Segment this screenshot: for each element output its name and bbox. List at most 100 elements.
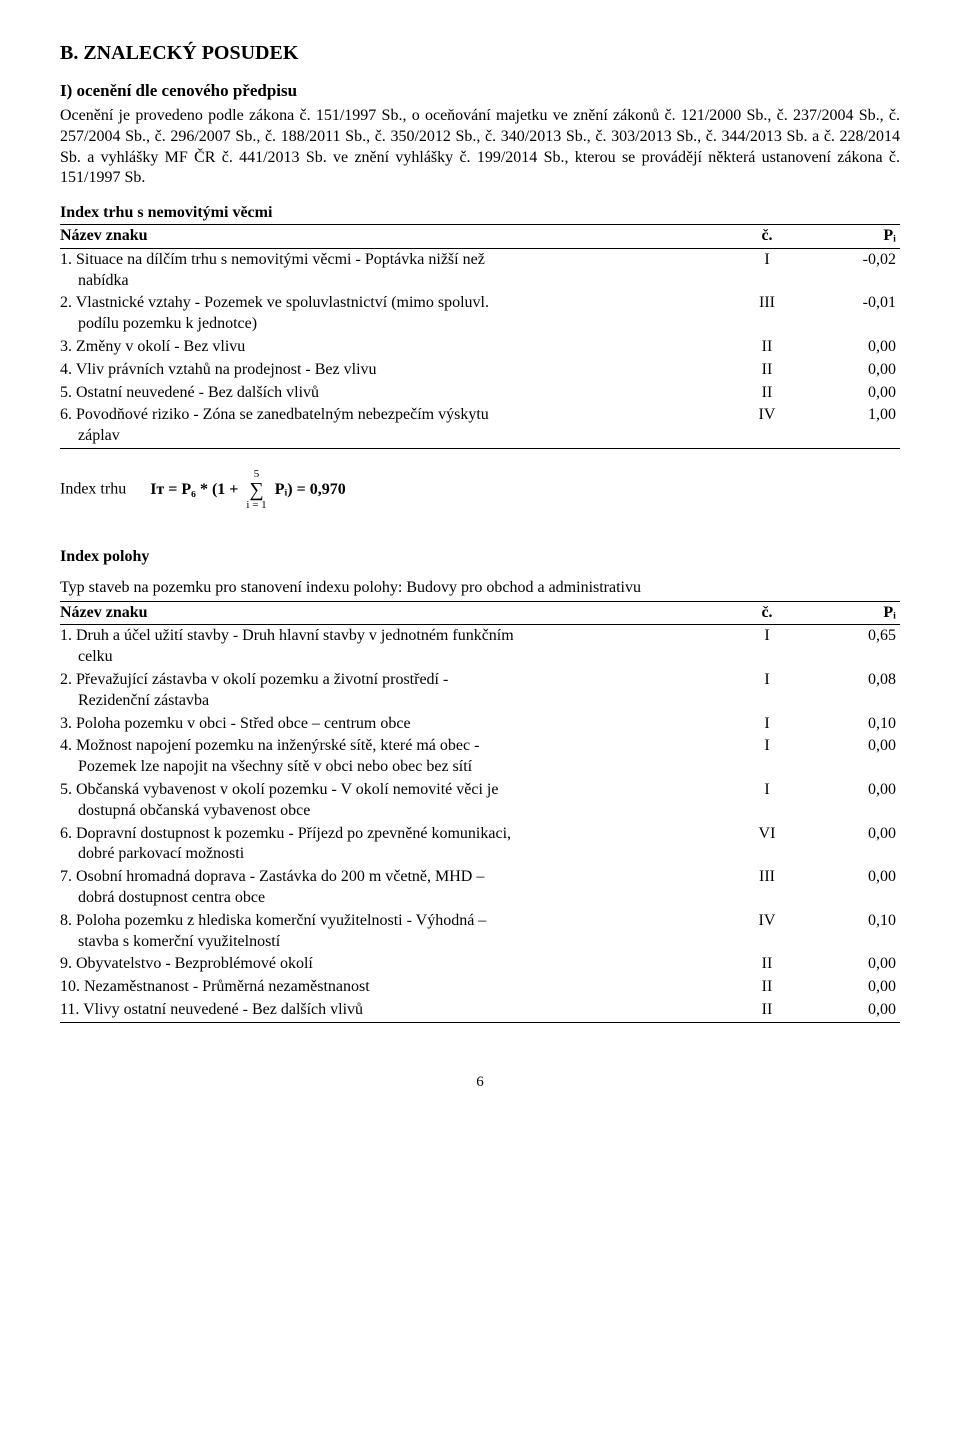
cell-c: IV [732, 404, 806, 448]
table-row: 1. Druh a účel užití stavby - Druh hlavn… [60, 625, 900, 669]
index-trhu-formula: Index trhu Iᴛ = P₆ * (1 + 5 ∑ i = 1 Pᵢ) … [60, 469, 900, 511]
cell-c: I [732, 669, 806, 713]
cell-c: II [732, 359, 806, 382]
sum-bottom: i = 1 [246, 500, 266, 511]
cell-p: -0,01 [806, 292, 900, 336]
cell-name: 5. Ostatní neuvedené - Bez dalších vlivů [60, 382, 732, 405]
section-b-title: B. ZNALECKÝ POSUDEK [60, 40, 900, 66]
index-trhu-title: Index trhu s nemovitými věcmi [60, 203, 900, 224]
table-row: 2. Vlastnické vztahy - Pozemek ve spoluv… [60, 292, 900, 336]
table-row: 5. Občanská vybavenost v okolí pozemku -… [60, 779, 900, 823]
table-row: 1. Situace na dílčím trhu s nemovitými v… [60, 248, 900, 292]
cell-c: II [732, 999, 806, 1022]
table-row: 6. Povodňové riziko - Zóna se zanedbatel… [60, 404, 900, 448]
cell-p: 0,10 [806, 713, 900, 736]
cell-name-cont: nabídka [60, 271, 728, 292]
cell-p: 0,00 [806, 823, 900, 867]
cell-c: I [732, 248, 806, 292]
cell-p: 0,00 [806, 999, 900, 1022]
cell-name: 7. Osobní hromadná doprava - Zastávka do… [60, 866, 732, 910]
cell-c: VI [732, 823, 806, 867]
formula-rhs: Pᵢ) = [275, 480, 306, 501]
cell-p: 0,00 [806, 976, 900, 999]
cell-c: IV [732, 910, 806, 954]
table-row: 3. Změny v okolí - Bez vlivuII0,00 [60, 336, 900, 359]
th-c: č. [732, 225, 806, 249]
table-row: 4. Možnost napojení pozemku na inženýrsk… [60, 735, 900, 779]
table-row: 5. Ostatní neuvedené - Bez dalších vlivů… [60, 382, 900, 405]
table-row: 10. Nezaměstnanost - Průměrná nezaměstna… [60, 976, 900, 999]
cell-c: II [732, 953, 806, 976]
formula-result: 0,970 [310, 480, 346, 501]
cell-p: 0,00 [806, 779, 900, 823]
cell-name-cont: záplav [60, 426, 728, 447]
intro-paragraph: Ocenění je provedeno podle zákona č. 151… [60, 106, 900, 189]
cell-p: 0,00 [806, 953, 900, 976]
cell-name: 6. Dopravní dostupnost k pozemku - Příje… [60, 823, 732, 867]
table-row: 6. Dopravní dostupnost k pozemku - Příje… [60, 823, 900, 867]
cell-name: 8. Poloha pozemku z hlediska komerční vy… [60, 910, 732, 954]
cell-p: 0,00 [806, 735, 900, 779]
cell-c: II [732, 336, 806, 359]
sigma-symbol: ∑ [246, 480, 266, 500]
table-row: 9. Obyvatelstvo - Bezproblémové okolíII0… [60, 953, 900, 976]
cell-p: 0,08 [806, 669, 900, 713]
table-row: 3. Poloha pozemku v obci - Střed obce – … [60, 713, 900, 736]
cell-p: 0,00 [806, 866, 900, 910]
cell-name-cont: dobrá dostupnost centra obce [60, 888, 728, 909]
cell-name: 11. Vlivy ostatní neuvedené - Bez dalšíc… [60, 999, 732, 1022]
cell-p: -0,02 [806, 248, 900, 292]
cell-name: 2. Převažující zástavba v okolí pozemku … [60, 669, 732, 713]
cell-p: 0,65 [806, 625, 900, 669]
cell-p: 1,00 [806, 404, 900, 448]
table-row: 7. Osobní hromadná doprava - Zastávka do… [60, 866, 900, 910]
cell-p: 0,00 [806, 382, 900, 405]
cell-name: 1. Druh a účel užití stavby - Druh hlavn… [60, 625, 732, 669]
cell-name: 3. Změny v okolí - Bez vlivu [60, 336, 732, 359]
cell-name-cont: Pozemek lze napojit na všechny sítě v ob… [60, 757, 728, 778]
th-c-2: č. [732, 601, 806, 625]
page-number: 6 [60, 1073, 900, 1093]
cell-name: 4. Možnost napojení pozemku na inženýrsk… [60, 735, 732, 779]
cell-c: I [732, 779, 806, 823]
cell-p: 0,00 [806, 359, 900, 382]
index-polohy-table: Název znaku č. Pᵢ 1. Druh a účel užití s… [60, 601, 900, 1023]
cell-name: 4. Vliv právních vztahů na prodejnost - … [60, 359, 732, 382]
cell-c: I [732, 625, 806, 669]
table-row: 4. Vliv právních vztahů na prodejnost - … [60, 359, 900, 382]
cell-name-cont: celku [60, 647, 728, 668]
cell-name: 6. Povodňové riziko - Zóna se zanedbatel… [60, 404, 732, 448]
cell-c: II [732, 382, 806, 405]
formula-label: Index trhu [60, 481, 126, 498]
table-row: 2. Převažující zástavba v okolí pozemku … [60, 669, 900, 713]
th-name-2: Název znaku [60, 601, 732, 625]
th-name: Název znaku [60, 225, 732, 249]
formula-lhs: Iᴛ = P₆ * (1 + [150, 480, 238, 501]
cell-name-cont: podílu pozemku k jednotce) [60, 314, 728, 335]
th-p-2: Pᵢ [806, 601, 900, 625]
table-row: 8. Poloha pozemku z hlediska komerční vy… [60, 910, 900, 954]
cell-c: I [732, 735, 806, 779]
cell-c: III [732, 866, 806, 910]
cell-name: 3. Poloha pozemku v obci - Střed obce – … [60, 713, 732, 736]
cell-name-cont: dobré parkovací možnosti [60, 844, 728, 865]
cell-name-cont: dostupná občanská vybavenost obce [60, 801, 728, 822]
cell-name: 5. Občanská vybavenost v okolí pozemku -… [60, 779, 732, 823]
th-p: Pᵢ [806, 225, 900, 249]
cell-p: 0,10 [806, 910, 900, 954]
cell-name-cont: Rezidenční zástavba [60, 691, 728, 712]
cell-name-cont: stavba s komerční využitelností [60, 932, 728, 953]
cell-c: III [732, 292, 806, 336]
cell-name: 2. Vlastnické vztahy - Pozemek ve spoluv… [60, 292, 732, 336]
cell-name: 10. Nezaměstnanost - Průměrná nezaměstna… [60, 976, 732, 999]
cell-c: II [732, 976, 806, 999]
table-row: 11. Vlivy ostatní neuvedené - Bez dalšíc… [60, 999, 900, 1022]
index-trhu-table: Název znaku č. Pᵢ 1. Situace na dílčím t… [60, 224, 900, 449]
index-polohy-title: Index polohy [60, 547, 900, 568]
section-i-title: I) ocenění dle cenového předpisu [60, 80, 900, 102]
cell-name: 1. Situace na dílčím trhu s nemovitými v… [60, 248, 732, 292]
polohy-intro: Typ staveb na pozemku pro stanovení inde… [60, 578, 900, 599]
formula-sum: 5 ∑ i = 1 [246, 469, 266, 511]
cell-c: I [732, 713, 806, 736]
cell-p: 0,00 [806, 336, 900, 359]
